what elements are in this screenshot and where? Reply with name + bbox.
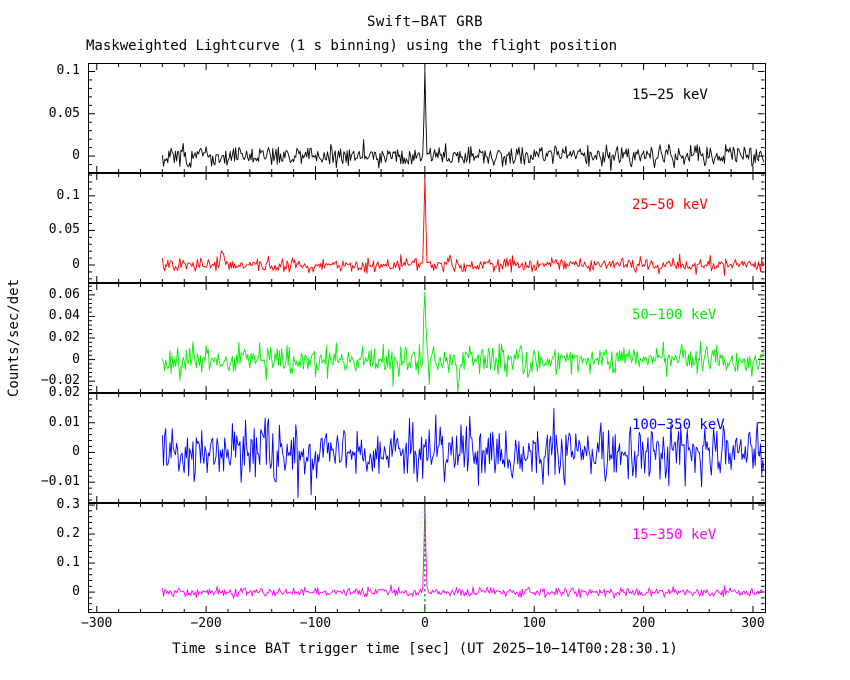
y-tick-label: 0.04 (48, 308, 80, 324)
y-tick-label: 0 (72, 148, 80, 164)
band-label-4: 100−350 keV (632, 417, 725, 433)
y-tick-label: 0 (72, 257, 80, 272)
y-tick-label: 0.02 (48, 330, 80, 345)
band-label-5: 15−350 keV (632, 527, 717, 543)
x-tick-label: −200 (190, 616, 222, 631)
x-tick-label: 100 (522, 616, 546, 631)
x-tick-label: 200 (631, 616, 656, 631)
y-tick-label: 0.05 (48, 222, 80, 238)
y-tick-label: 0 (72, 444, 80, 460)
x-tick-label: 300 (741, 616, 765, 631)
panel-15-25-kev: 0 0.05 0.1 15−25 keV (0, 63, 850, 173)
panel-yticks-5: 0 0.1 0.2 0.3 (0, 497, 80, 613)
y-tick-label: 0 (72, 584, 80, 600)
y-tick-label: −0.01 (40, 474, 80, 490)
panel-15-350-kev: 0 0.1 0.2 0.3 15−350 keV (0, 497, 850, 613)
panel-50-100-kev: −0.02 0 0.02 0.04 0.06 50−100 keV (0, 283, 850, 393)
x-tick-labels: −300 −200 −100 0 100 200 300 (0, 616, 850, 634)
band-label-1: 15−25 keV (632, 87, 708, 103)
x-axis-label: Time since BAT trigger time [sec] (UT 20… (172, 641, 678, 657)
y-tick-label: 0.02 (48, 385, 80, 400)
panel-plot-1 (88, 63, 766, 173)
y-tick-label: 0.1 (56, 187, 80, 203)
band-label-3: 50−100 keV (632, 307, 717, 323)
panel-yticks-1: 0 0.05 0.1 (0, 63, 80, 173)
y-tick-label: 0.1 (56, 555, 80, 571)
figure-subtitle: Maskweighted Lightcurve (1 s binning) us… (86, 38, 618, 54)
x-tick-label: −300 (81, 616, 113, 631)
band-label-2: 25−50 keV (632, 197, 708, 213)
x-tick-label: −100 (299, 616, 332, 631)
panel-yticks-3: −0.02 0 0.02 0.04 0.06 (0, 283, 80, 393)
panel-yticks-4: −0.01 0 0.01 0.02 (0, 385, 80, 503)
y-tick-label: −0.02 (40, 373, 80, 389)
panel-25-50-kev: 0 0.05 0.1 25−50 keV (0, 173, 850, 283)
panel-plot-5 (88, 503, 766, 613)
panel-plot-3 (88, 283, 766, 393)
x-tick-label: 0 (420, 616, 429, 631)
y-tick-label: 0.01 (48, 414, 80, 430)
panel-plot-2 (88, 173, 766, 283)
y-tick-label: 0.1 (56, 63, 80, 79)
y-tick-label: 0 (72, 351, 80, 367)
y-tick-label: 0.2 (56, 526, 80, 542)
panel-yticks-2: 0 0.05 0.1 (0, 173, 80, 283)
y-tick-label: 0.05 (48, 105, 80, 121)
y-tick-label: 0.3 (56, 497, 80, 513)
panel-100-350-kev: −0.01 0 0.01 0.02 100−350 keV (0, 385, 850, 503)
panel-plot-4 (88, 393, 766, 503)
figure-title: Swift−BAT GRB (366, 14, 484, 30)
y-tick-label: 0.06 (48, 286, 80, 302)
